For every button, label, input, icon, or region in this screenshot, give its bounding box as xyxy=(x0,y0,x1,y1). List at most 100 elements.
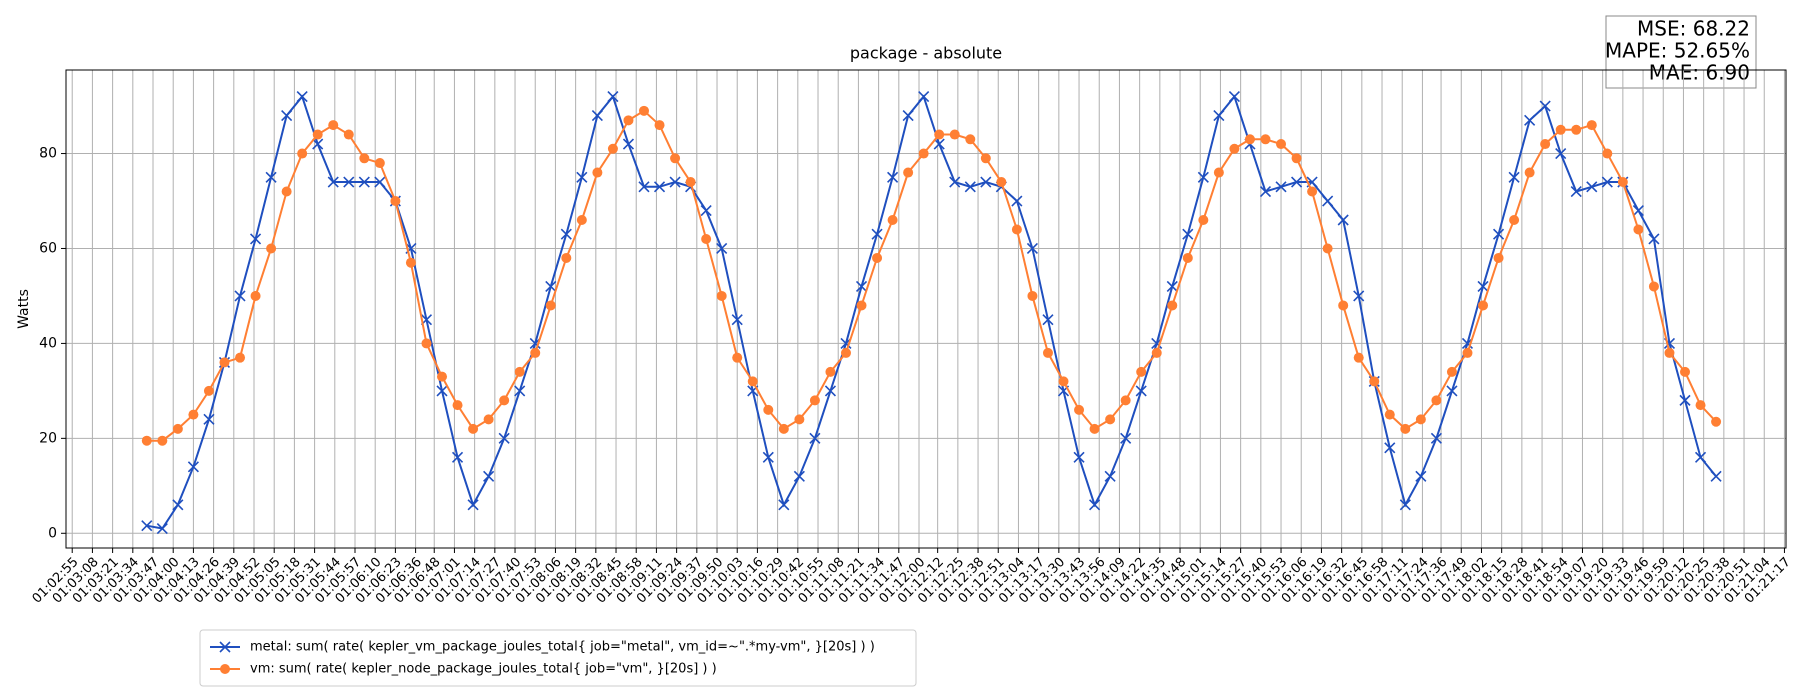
dot-marker xyxy=(1074,404,1085,415)
x-marker xyxy=(327,176,339,188)
x-marker xyxy=(1042,314,1054,326)
dot-marker xyxy=(281,186,292,197)
dot-marker xyxy=(1151,347,1162,358)
dot-marker xyxy=(1042,347,1053,358)
dot-marker xyxy=(1384,409,1395,420)
x-marker xyxy=(871,228,883,240)
dot-marker xyxy=(141,435,152,446)
x-marker xyxy=(1399,499,1411,511)
dot-marker xyxy=(1011,224,1022,235)
dot-marker xyxy=(1291,153,1302,164)
dot-marker xyxy=(405,257,416,268)
dot-marker xyxy=(157,435,168,446)
dot-marker xyxy=(483,414,494,425)
legend-box xyxy=(199,629,917,687)
x-marker xyxy=(1011,195,1023,207)
dot-marker xyxy=(1524,167,1535,178)
x-marker xyxy=(902,110,914,122)
x-marker xyxy=(918,91,930,103)
dot-marker xyxy=(623,115,634,126)
x-marker xyxy=(933,138,945,150)
x-marker xyxy=(141,520,153,532)
dot-marker xyxy=(654,120,665,131)
x-marker xyxy=(374,176,386,188)
x-marker xyxy=(1213,110,1225,122)
dot-marker xyxy=(514,366,525,377)
dot-marker xyxy=(1276,139,1287,150)
dot-marker xyxy=(1167,300,1178,311)
dot-marker xyxy=(219,357,230,368)
x-marker xyxy=(234,290,246,302)
x-marker xyxy=(887,171,899,183)
x-marker xyxy=(1322,195,1334,207)
x-marker xyxy=(653,181,666,193)
dot-marker xyxy=(1431,395,1442,406)
dot-marker xyxy=(1711,416,1722,427)
dot-marker xyxy=(188,409,199,420)
x-marker xyxy=(187,461,199,473)
dot-marker xyxy=(1058,376,1069,387)
dot-marker xyxy=(1648,281,1659,292)
dot-marker xyxy=(545,300,556,311)
dot-marker xyxy=(638,105,649,116)
dot-marker xyxy=(1105,414,1116,425)
x-marker xyxy=(451,451,464,463)
dot-marker xyxy=(468,423,479,434)
dot-marker xyxy=(1602,148,1613,159)
x-marker xyxy=(793,470,805,482)
dot-marker xyxy=(732,352,743,363)
x-marker xyxy=(700,204,712,217)
x-marker xyxy=(1710,470,1722,482)
dot-marker xyxy=(1089,423,1100,434)
dot-marker xyxy=(390,196,401,207)
dot-marker xyxy=(794,414,805,425)
plot-frame xyxy=(65,69,1787,549)
x-marker xyxy=(1166,280,1178,293)
x-marker xyxy=(824,385,837,397)
x-marker xyxy=(1026,242,1038,255)
dot-marker xyxy=(1213,167,1224,178)
x-marker xyxy=(964,181,976,193)
x-marker xyxy=(467,499,479,511)
x-marker xyxy=(949,176,961,188)
x-marker xyxy=(281,110,293,122)
x-marker xyxy=(980,176,992,188)
dot-marker xyxy=(965,134,976,145)
dot-marker xyxy=(235,352,246,363)
dot-marker xyxy=(328,120,339,131)
x-marker xyxy=(545,280,557,293)
x-marker xyxy=(312,138,324,150)
dot-marker xyxy=(220,664,230,674)
x-marker xyxy=(483,470,495,482)
x-marker xyxy=(809,432,821,444)
x-marker xyxy=(1430,432,1442,444)
dot-marker xyxy=(1027,290,1038,301)
x-marker xyxy=(1570,185,1582,198)
dot-marker xyxy=(343,129,354,140)
x-marker xyxy=(1089,499,1101,511)
x-marker xyxy=(622,138,635,150)
y-tick-label: 60 xyxy=(39,240,57,256)
x-marker xyxy=(1228,91,1240,103)
legend-label: metal: sum( rate( kepler_vm_package_joul… xyxy=(250,640,875,655)
x-marker xyxy=(1073,451,1085,463)
x-marker xyxy=(1679,394,1691,406)
dot-marker xyxy=(903,167,914,178)
dot-marker xyxy=(1571,124,1582,135)
x-marker xyxy=(560,228,572,240)
dot-marker xyxy=(934,129,945,140)
dot-marker xyxy=(778,423,789,434)
y-tick-label: 40 xyxy=(39,335,57,351)
dot-marker xyxy=(1120,395,1131,406)
x-marker xyxy=(1120,432,1132,444)
x-marker xyxy=(731,314,743,326)
x-marker xyxy=(1135,385,1147,397)
legend: metal: sum( rate( kepler_vm_package_joul… xyxy=(199,629,917,687)
x-marker xyxy=(1555,147,1567,160)
dot-marker xyxy=(856,300,867,311)
x-marker xyxy=(172,499,184,511)
dot-marker xyxy=(685,177,696,188)
y-tick-label: 80 xyxy=(39,146,57,162)
x-marker xyxy=(1694,451,1707,463)
